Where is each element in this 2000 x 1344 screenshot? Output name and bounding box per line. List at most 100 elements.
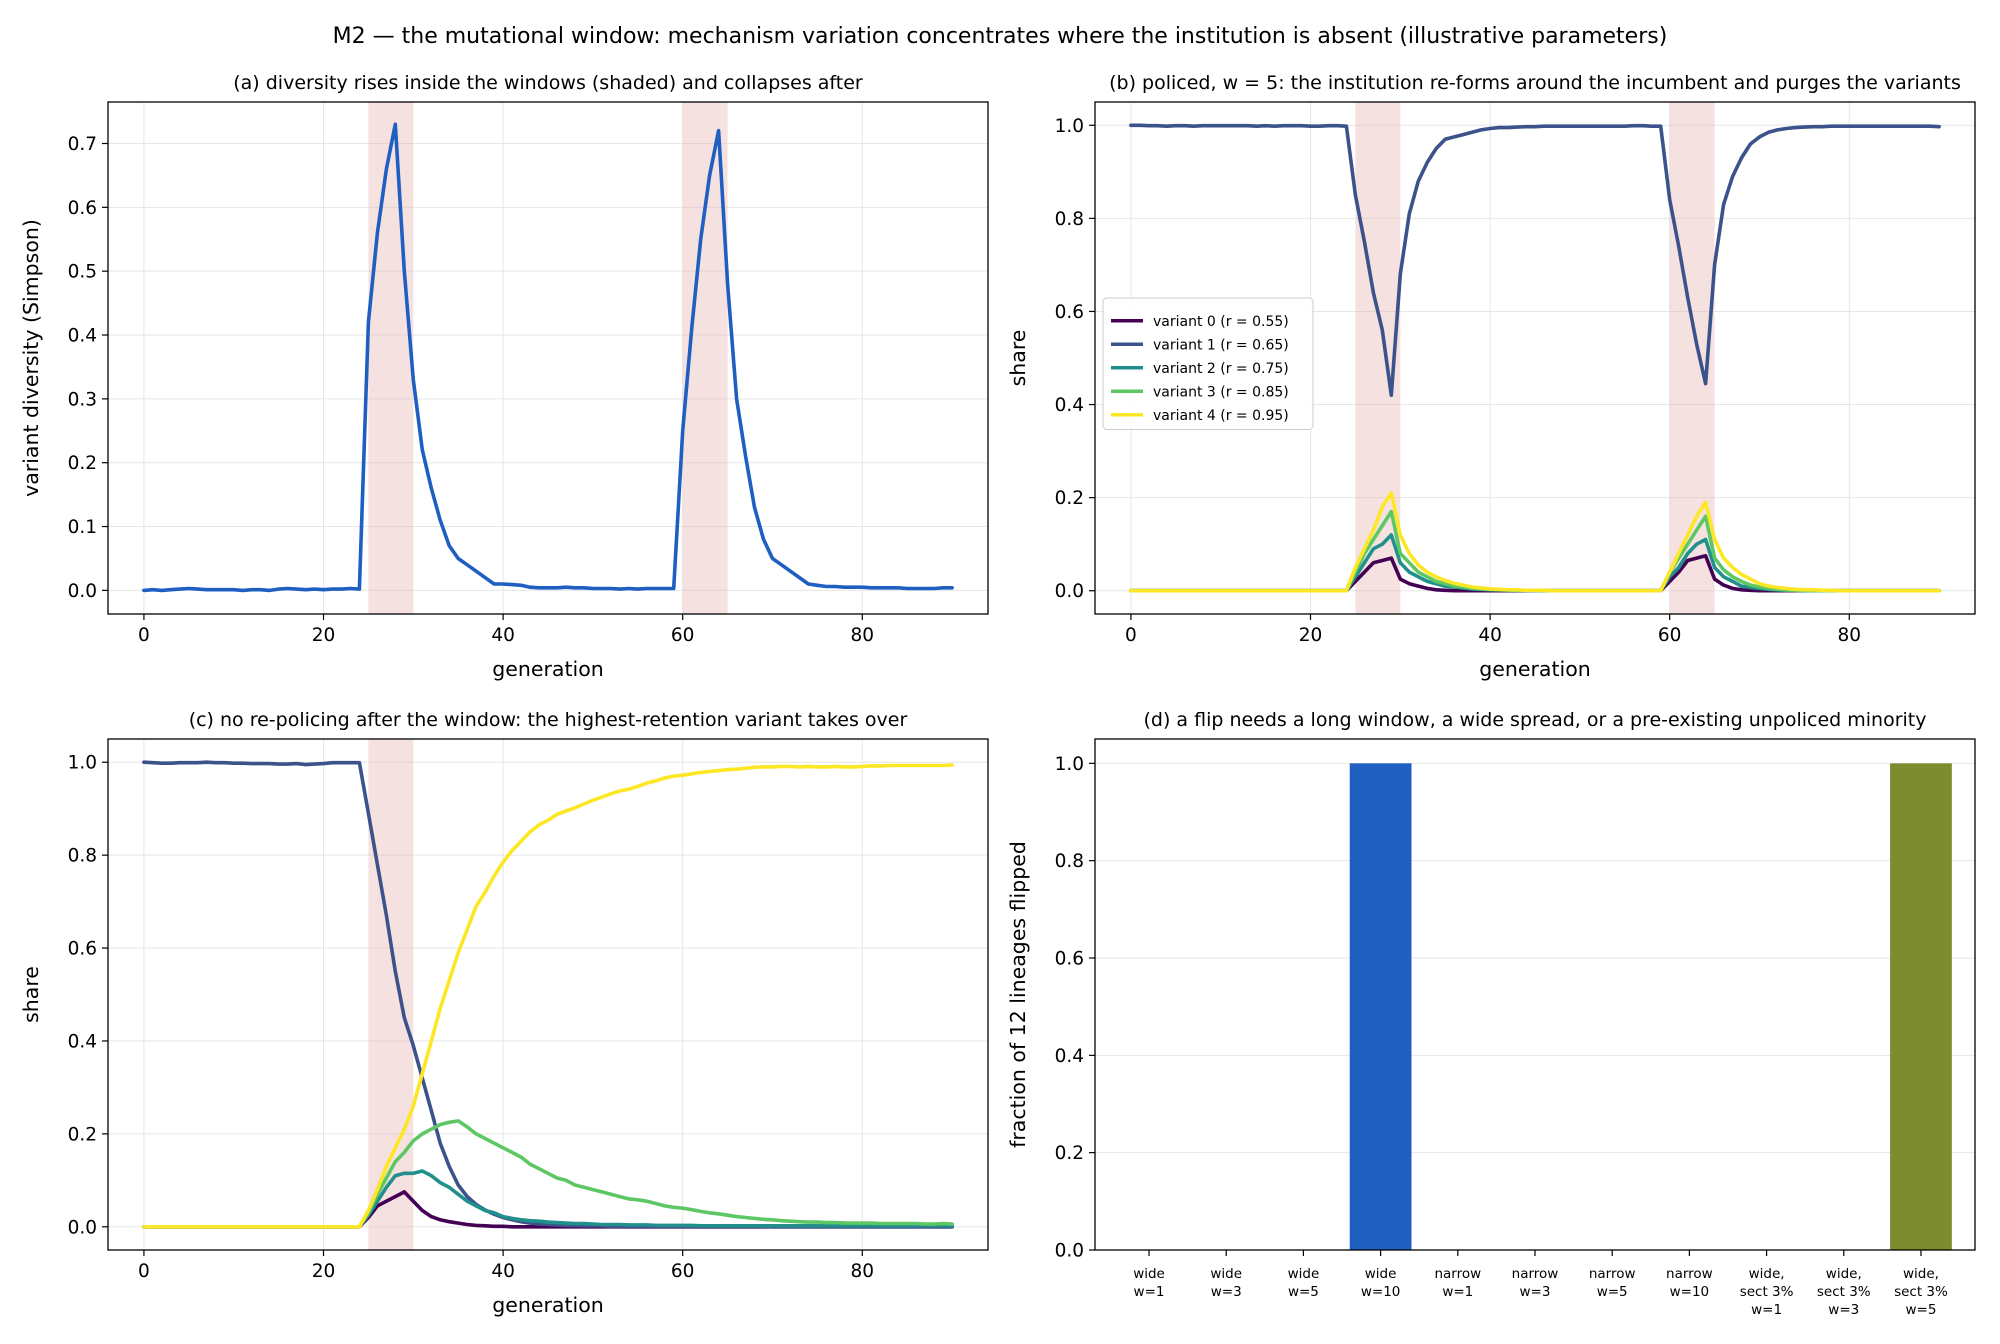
y-axis-label: variant diversity (Simpson) — [19, 219, 43, 497]
y-tick-label: 0.0 — [1055, 581, 1084, 602]
x-tick-label: 80 — [1838, 625, 1862, 646]
y-tick-label: 0.0 — [68, 1217, 97, 1238]
y-tick-label: 0.6 — [1055, 302, 1084, 323]
y-tick-label: 1.0 — [1055, 754, 1084, 775]
y-tick-label: 0.6 — [68, 198, 97, 219]
x-tick-label: 0 — [1125, 625, 1137, 646]
y-tick-label: 0.4 — [68, 1031, 97, 1052]
y-tick-label: 0.0 — [1055, 1241, 1084, 1262]
y-tick-label: 0.6 — [68, 939, 97, 960]
legend-entry-3: variant 3 (r = 0.85) — [1153, 384, 1289, 400]
window-shade — [368, 739, 414, 1250]
x-tick-label: 60 — [671, 1261, 695, 1282]
panel-c: 0 20 40 60 80 0.0 0.2 0.4 0.6 0.8 1.0 (c) no re-pol… — [19, 709, 989, 1317]
x-category-label: sect 3% — [1740, 1284, 1794, 1300]
panel-d: wide w=1 wide w=3 wide w=5 wide w=10 narrow w=1 na… — [1006, 709, 1976, 1318]
x-category-label: wide, — [1903, 1266, 1939, 1282]
x-category-label: wide — [1288, 1266, 1320, 1282]
panel-title: (d) a flip needs a long window, a wide s… — [1144, 709, 1927, 731]
legend-entry-0: variant 0 (r = 0.55) — [1153, 314, 1289, 330]
y-tick-label: 0.1 — [68, 517, 97, 538]
x-category-label: w=5 — [1905, 1302, 1936, 1318]
x-category-label: narrow — [1589, 1266, 1636, 1282]
y-tick-label: 0.2 — [68, 1124, 97, 1145]
x-category-label: w=3 — [1520, 1284, 1551, 1300]
x-category-label: w=1 — [1751, 1302, 1782, 1318]
legend-entry-4: variant 4 (r = 0.95) — [1153, 408, 1289, 424]
legend-entry-1: variant 1 (r = 0.65) — [1153, 337, 1289, 353]
x-category-label: narrow — [1666, 1266, 1713, 1282]
y-tick-label: 0.4 — [1055, 395, 1084, 416]
x-tick-label: 80 — [851, 625, 875, 646]
series-line-3 — [142, 1119, 954, 1229]
x-category-label: w=5 — [1597, 1284, 1628, 1300]
y-tick-label: 0.2 — [68, 453, 97, 474]
series-line-2 — [1129, 533, 1941, 593]
x-category-label: narrow — [1512, 1266, 1559, 1282]
y-axis-label: share — [1006, 330, 1030, 387]
x-category-label: sect 3% — [1894, 1284, 1948, 1300]
series-line-1 — [142, 760, 954, 1229]
y-tick-label: 0.8 — [68, 846, 97, 867]
y-axis-label: fraction of 12 lineages flipped — [1006, 841, 1030, 1148]
series-line-1 — [1129, 123, 1941, 398]
figure-suptitle: M2 — the mutational window: mechanism va… — [333, 24, 1668, 49]
axes-frame — [1094, 738, 1976, 1251]
y-tick-label: 0.2 — [1055, 488, 1084, 509]
legend-entry-2: variant 2 (r = 0.75) — [1153, 361, 1289, 377]
x-tick-label: 80 — [851, 1261, 875, 1282]
window-shade — [368, 102, 414, 614]
panel-title: (c) no re-policing after the window: the… — [189, 709, 908, 731]
x-tick-label: 20 — [312, 625, 336, 646]
y-tick-label: 0.8 — [1055, 851, 1084, 872]
x-category-label: w=1 — [1134, 1284, 1165, 1300]
x-tick-label: 40 — [491, 625, 515, 646]
x-tick-label: 20 — [312, 1261, 336, 1282]
x-axis-label: generation — [492, 1293, 604, 1317]
panel-b: 0 20 40 60 80 0.0 0.2 0.4 0.6 0.8 1.0 (b) policed, … — [1006, 72, 1976, 681]
y-tick-label: 0.4 — [1055, 1046, 1084, 1067]
x-category-label: narrow — [1434, 1266, 1481, 1282]
panel-title: (b) policed, w = 5: the institution re-f… — [1109, 72, 1961, 94]
x-category-label: wide — [1133, 1266, 1165, 1282]
x-category-label: wide, — [1749, 1266, 1785, 1282]
x-category-label: w=5 — [1288, 1284, 1319, 1300]
y-tick-label: 0.6 — [1055, 949, 1084, 970]
x-category-label: sect 3% — [1817, 1284, 1871, 1300]
axes-frame — [1094, 101, 1976, 615]
series-line-0 — [142, 122, 954, 593]
panel-title: (a) diversity rises inside the windows (… — [233, 72, 863, 94]
x-tick-label: 60 — [1658, 625, 1682, 646]
y-tick-label: 0.4 — [68, 326, 97, 347]
y-tick-label: 0.8 — [1055, 209, 1084, 230]
y-tick-label: 1.0 — [1055, 116, 1084, 137]
series-line-0 — [1129, 553, 1941, 593]
x-category-label: wide — [1210, 1266, 1242, 1282]
panel-a: 0 20 40 60 80 0.0 0.1 0.2 0.3 0.4 0.5 0.6 0.7 (a) div… — [19, 72, 989, 681]
x-tick-label: 0 — [138, 625, 150, 646]
x-tick-label: 20 — [1299, 625, 1323, 646]
y-tick-label: 0.5 — [68, 262, 97, 283]
x-tick-label: 0 — [138, 1261, 150, 1282]
x-tick-label: 60 — [671, 625, 695, 646]
x-category-label: w=1 — [1442, 1284, 1473, 1300]
x-category-label: wide — [1365, 1266, 1397, 1282]
x-axis-label: generation — [492, 657, 604, 681]
x-category-label: w=10 — [1670, 1284, 1710, 1300]
axes-frame — [107, 738, 989, 1251]
axes-frame — [107, 101, 989, 615]
x-category-label: w=3 — [1828, 1302, 1859, 1318]
series-line-2 — [142, 1169, 954, 1229]
x-category-label: w=10 — [1361, 1284, 1401, 1300]
y-tick-label: 0.2 — [1055, 1143, 1084, 1164]
x-axis-label: generation — [1479, 657, 1591, 681]
y-tick-label: 0.3 — [68, 389, 97, 410]
y-tick-label: 0.7 — [68, 134, 97, 155]
legend-box — [1102, 297, 1314, 430]
bar-10 — [1890, 763, 1952, 1250]
y-tick-label: 0.0 — [68, 581, 97, 602]
x-category-label: w=3 — [1211, 1284, 1242, 1300]
series-line-4 — [142, 763, 954, 1229]
x-tick-label: 40 — [491, 1261, 515, 1282]
